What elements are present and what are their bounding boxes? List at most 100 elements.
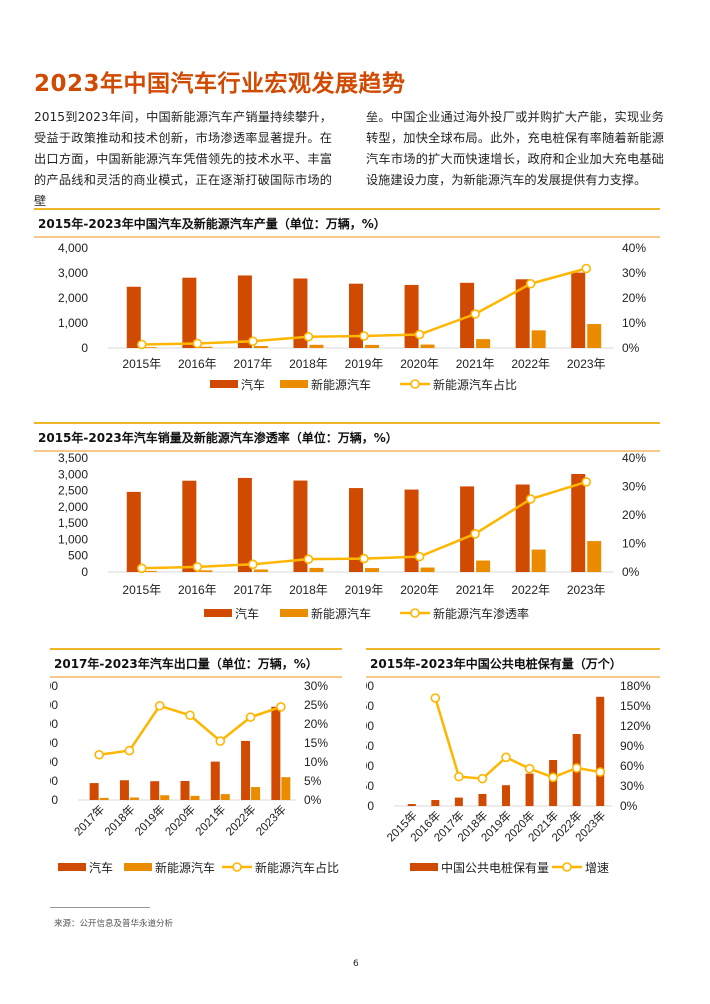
y-right-tick-label: 20% [622, 291, 646, 305]
line-point [359, 553, 369, 564]
x-tick-label: 2018年 [289, 357, 328, 371]
y-left-tick-label: 400 [50, 717, 58, 731]
chart-title: 2015年-2023年中国汽车及新能源汽车产量（单位：万辆，%） [38, 217, 386, 231]
x-tick-label: 2022年 [511, 583, 550, 597]
y-left-tick-label: 150 [366, 739, 374, 753]
x-tick-label: 2015年 [122, 583, 161, 597]
line-point [359, 331, 369, 341]
y-left-tick-label: 3,000 [58, 266, 88, 280]
export-chart: 2017年-2023年汽车出口量（单位：万辆，%） 0 100 200 300 400 5… [50, 648, 342, 884]
line-point [414, 551, 425, 562]
y-left-tick-label: 1,000 [58, 316, 88, 330]
y-right-tick-label: 20% [622, 508, 646, 522]
x-tick-label: 2016年 [178, 583, 217, 597]
bar-primary [293, 480, 308, 572]
bar-primary [182, 480, 197, 572]
x-tick-label: 2023年 [567, 583, 606, 597]
x-tick-label: 2017年 [71, 802, 107, 838]
legend-label: 汽车 [241, 377, 265, 392]
bar-secondary [420, 344, 435, 348]
legend-label: 新能源汽车渗透率 [433, 606, 529, 621]
line-point [136, 563, 147, 574]
legend-swatch [410, 863, 438, 871]
legend-swatch [280, 609, 308, 617]
legend-marker [410, 379, 420, 389]
line-point [248, 559, 258, 570]
bar-primary [596, 696, 605, 806]
bar-primary [126, 491, 141, 572]
chart-title: 2015年-2023年中国公共电桩保有量（万个） [370, 657, 622, 671]
line-point [595, 767, 606, 777]
line-point [192, 562, 203, 572]
bar-primary [478, 794, 487, 806]
line-point [525, 494, 536, 504]
bar-primary [150, 781, 160, 800]
legend-label: 新能源汽车占比 [433, 377, 517, 392]
bar-secondary [99, 797, 109, 800]
y-left-tick-label: 3,000 [58, 467, 88, 481]
y-right-tick-label: 20% [304, 717, 328, 731]
x-tick-label: 2017年 [234, 357, 273, 371]
page-number: 6 [353, 959, 359, 969]
legend-label: 增速 [585, 861, 609, 875]
x-tick-label: 2023年 [253, 802, 289, 838]
y-left-tick-label: 2,000 [58, 500, 88, 514]
bar-primary [349, 488, 363, 572]
y-right-tick-label: 15% [304, 736, 328, 750]
x-tick-label: 2021年 [456, 357, 495, 371]
y-left-tick-label: 0 [81, 565, 88, 579]
bar-secondary [531, 330, 546, 348]
y-right-tick-label: 180% [620, 679, 651, 693]
chart-svg: 0 100 200 300 400 500 600 0% 5% 10% 15% 20% 25% 30% 20… [50, 679, 339, 875]
x-tick-label: 2016年 [178, 357, 217, 371]
bar-primary [89, 783, 99, 800]
bar-primary [454, 797, 463, 806]
x-tick-label: 2019年 [132, 802, 168, 838]
y-left-tick-label: 100 [366, 759, 374, 773]
legend-label: 汽车 [235, 606, 259, 621]
bar-primary [404, 489, 419, 572]
x-tick-label: 2022年 [511, 357, 550, 371]
bar-primary [237, 275, 252, 348]
y-left-tick-label: 50 [366, 779, 374, 793]
x-tick-label: 2021年 [456, 583, 495, 597]
legend-label: 新能源汽车 [155, 860, 215, 875]
legend-marker [562, 862, 572, 872]
legend-swatch [280, 380, 308, 388]
legend-label: 新能源汽车 [311, 606, 371, 621]
y-left-tick-label: 200 [366, 719, 374, 733]
bar-secondary [198, 570, 213, 572]
production-chart: 2015年-2023年中国汽车及新能源汽车产量（单位：万辆，%） 0 1,000 2… [34, 208, 660, 404]
y-left-tick-label: 200 [50, 755, 58, 769]
chart-header: 2017年-2023年汽车出口量（单位：万辆，%） [50, 648, 342, 678]
y-right-tick-label: 150% [620, 699, 651, 713]
line-point [470, 529, 480, 539]
page-title: 2023年中国汽车行业宏观发展趋势 [34, 71, 406, 97]
y-left-tick-label: 4,000 [58, 241, 88, 255]
line-point [303, 331, 314, 342]
y-right-tick-label: 40% [622, 451, 646, 465]
charging-chart: 2015年-2023年中国公共电桩保有量（万个） 0 50 100 150 200 250… [366, 648, 660, 884]
line-point [501, 752, 511, 763]
y-right-tick-label: 10% [622, 316, 646, 330]
y-left-tick-label: 1,500 [58, 516, 88, 530]
y-left-tick-label: 1,000 [58, 532, 88, 546]
sales-chart: 2015年-2023年汽车销量及新能源汽车渗透率（单位：万辆，%） 0 500 1,… [34, 422, 660, 632]
y-right-tick-label: 40% [622, 241, 646, 255]
bar-secondary [531, 549, 546, 572]
x-tick-label: 2020年 [162, 802, 198, 838]
y-left-tick-label: 2,500 [58, 484, 88, 498]
chart-svg: 0 500 1,000 1,500 2,000 2,500 3,000 3,500 0% 10% 2… [58, 451, 646, 621]
bar-primary [460, 282, 475, 348]
line-point [477, 773, 488, 784]
line-point [548, 772, 558, 783]
y-left-tick-label: 100 [50, 774, 58, 788]
bar-secondary [129, 797, 139, 800]
chart-header: 2015年-2023年中国公共电桩保有量（万个） [366, 648, 660, 678]
line-point [581, 477, 592, 487]
legend-label: 新能源汽车 [311, 377, 371, 392]
bar-secondary [365, 568, 379, 572]
chart-svg: 0 50 100 150 200 250 300 0% 30% 60% 90% 120% 150% 180… [366, 679, 651, 875]
y-left-tick-label: 600 [50, 679, 58, 693]
x-tick-label: 2018年 [289, 583, 328, 597]
